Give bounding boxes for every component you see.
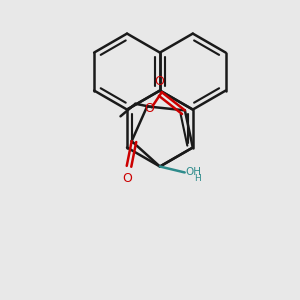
Text: OH: OH	[186, 167, 202, 178]
Text: O: O	[144, 102, 154, 115]
Text: O: O	[154, 75, 164, 88]
Text: H: H	[194, 174, 201, 183]
Text: O: O	[122, 172, 132, 185]
